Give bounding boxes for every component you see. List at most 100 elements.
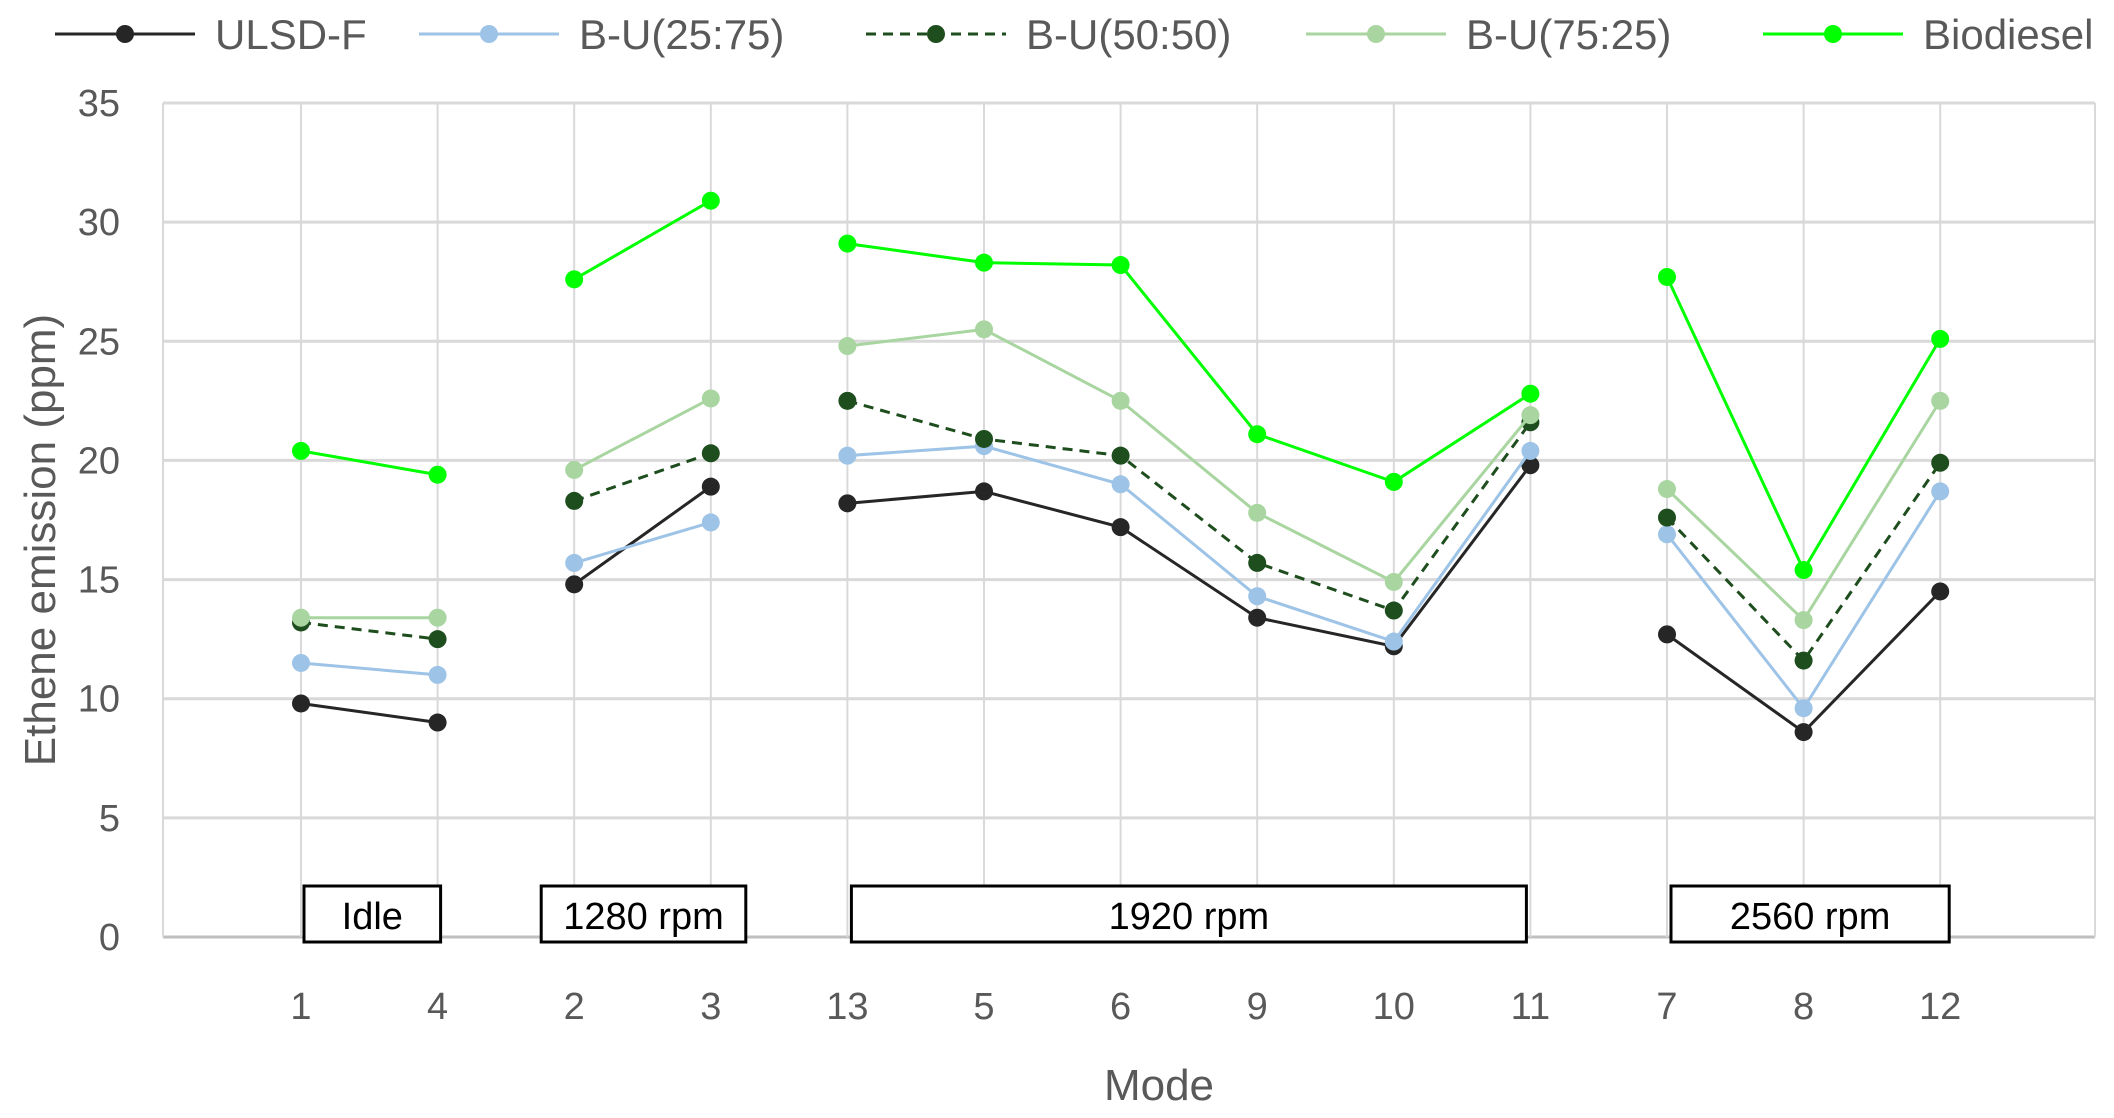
- data-point: [975, 253, 993, 272]
- x-tick-label: 2: [564, 986, 585, 1028]
- group-label: 1920 rpm: [1109, 896, 1270, 938]
- data-point: [428, 608, 447, 627]
- y-tick-label: 20: [78, 440, 120, 482]
- series-line: [573, 397, 712, 472]
- legend-marker: [1824, 25, 1842, 43]
- data-point: [1384, 601, 1403, 620]
- data-point: [565, 460, 584, 479]
- series-line: [300, 661, 438, 677]
- series-ULSD-F: [292, 456, 1950, 742]
- legend-marker: [1367, 25, 1385, 43]
- data-point: [701, 389, 720, 408]
- data-point: [1111, 391, 1130, 410]
- data-point: [565, 553, 584, 572]
- x-tick-label: 7: [1656, 986, 1677, 1028]
- y-axis-title: Ethene emission (ppm): [16, 314, 65, 766]
- data-point: [292, 441, 310, 460]
- legend-marker: [116, 25, 134, 43]
- x-tick-label: 6: [1110, 986, 1131, 1028]
- series-line: [573, 520, 712, 565]
- data-point: [565, 575, 584, 594]
- data-point: [1384, 472, 1403, 491]
- series-B-U(75:25): [292, 320, 1950, 630]
- data-point: [1248, 587, 1267, 606]
- group-box: [302, 884, 443, 944]
- data-point: [428, 665, 447, 684]
- data-point: [1521, 456, 1540, 475]
- data-point: [1384, 632, 1403, 651]
- legend-item: B-U(75:25): [1306, 11, 1671, 58]
- data-point: [1384, 572, 1403, 591]
- data-point: [975, 320, 993, 339]
- series-line: [573, 199, 712, 281]
- data-point: [292, 653, 310, 672]
- data-point: [1931, 453, 1950, 472]
- group-box: [1669, 884, 1951, 944]
- data-point: [701, 444, 720, 463]
- legend-item: ULSD-F: [55, 11, 367, 58]
- data-point: [838, 234, 857, 253]
- y-tick-label: 30: [78, 202, 120, 244]
- x-axis-title: Mode: [1104, 1061, 1214, 1110]
- x-tick-label: 8: [1793, 986, 1814, 1028]
- data-point: [292, 694, 310, 713]
- data-point: [1794, 611, 1813, 630]
- data-point: [1931, 329, 1950, 348]
- legend-marker: [927, 25, 945, 43]
- x-tick-label: 1: [290, 986, 311, 1028]
- data-point: [1521, 441, 1540, 460]
- data-point: [1248, 503, 1267, 522]
- series-line: [847, 464, 1532, 648]
- data-point: [838, 391, 857, 410]
- axis-ticks: 0 5 10 15 20 25 30 35 1 4 2 3 13 5 6 9 10 11 7 8 12: [78, 83, 1962, 1028]
- data-point: [1931, 391, 1950, 410]
- legend-label: Biodiesel: [1923, 11, 2093, 58]
- data-point: [838, 446, 857, 465]
- data-point: [701, 191, 720, 210]
- y-tick-label: 35: [78, 83, 120, 125]
- data-point: [1658, 508, 1676, 527]
- series-line: [1665, 461, 1942, 663]
- data-point: [1658, 525, 1676, 544]
- legend-label: B-U(75:25): [1466, 11, 1671, 58]
- data-point: [1794, 561, 1813, 580]
- legend: ULSD-F B-U(25:75) B-U(50:50) B-U(75:25) Biod…: [55, 11, 2093, 58]
- grid-layer: [162, 101, 2096, 939]
- series-line: [300, 620, 438, 641]
- data-point: [565, 491, 584, 510]
- data-point: [1248, 553, 1267, 572]
- data-point: [1111, 256, 1130, 275]
- data-point: [1931, 582, 1950, 601]
- data-point: [292, 608, 310, 627]
- x-tick-label: 3: [700, 986, 721, 1028]
- legend-label: B-U(25:75): [579, 11, 784, 58]
- series-layer: [292, 191, 1950, 742]
- x-tick-label: 10: [1373, 986, 1415, 1028]
- group-label: Idle: [342, 896, 403, 938]
- data-point: [701, 477, 720, 496]
- data-point: [1521, 406, 1540, 425]
- data-point: [1658, 267, 1676, 286]
- data-point: [1111, 475, 1130, 494]
- data-point: [1658, 625, 1676, 644]
- data-point: [1111, 446, 1130, 465]
- y-tick-label: 25: [78, 321, 120, 363]
- group-label: 1280 rpm: [563, 896, 724, 938]
- group-labels: Idle 1280 rpm 1920 rpm 2560 rpm: [302, 884, 1951, 944]
- series-Biodiesel: [292, 191, 1950, 580]
- legend-marker: [480, 25, 498, 43]
- group-box: [849, 884, 1528, 944]
- x-tick-label: 13: [826, 986, 868, 1028]
- series-line: [573, 485, 712, 586]
- y-tick-label: 5: [99, 798, 120, 840]
- data-point: [1248, 425, 1267, 444]
- y-tick-label: 10: [78, 679, 120, 721]
- data-point: [975, 482, 993, 501]
- x-tick-label: 12: [1919, 986, 1961, 1028]
- y-tick-label: 0: [99, 917, 120, 959]
- y-tick-label: 15: [78, 560, 120, 602]
- data-point: [1794, 699, 1813, 718]
- data-point: [1521, 384, 1540, 403]
- data-point: [565, 270, 584, 289]
